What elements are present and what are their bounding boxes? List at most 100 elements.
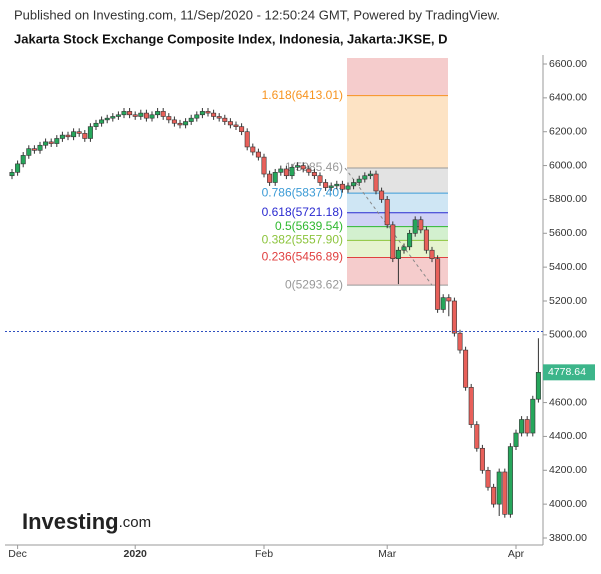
candle-body (513, 432, 519, 447)
fib-band (347, 193, 448, 213)
candle-body (362, 175, 368, 180)
candle-body (121, 111, 127, 116)
candle-body (48, 141, 54, 144)
candle-body (199, 111, 205, 116)
candle-body (390, 224, 396, 259)
candle-body (149, 114, 155, 119)
candle-body (99, 119, 105, 124)
candle-body (474, 424, 480, 449)
fib-label: 0.618(5721.18) (262, 205, 343, 219)
candle-body (311, 172, 317, 177)
y-tick-label: 5200.00 (549, 295, 587, 307)
candle-body (132, 114, 138, 117)
candle-body (194, 114, 200, 119)
y-tick-label: 6600.00 (549, 58, 587, 70)
y-tick-label: 5800.00 (549, 193, 587, 205)
candle-body (530, 398, 536, 434)
candle-body (261, 156, 267, 175)
fib-band (347, 240, 448, 258)
fib-band (347, 212, 448, 227)
fib-label: 0.236(5456.89) (262, 250, 343, 264)
candle-body (491, 486, 497, 505)
candle-body (519, 419, 525, 434)
y-tick-label: 6400.00 (549, 92, 587, 104)
candle-body (379, 190, 385, 200)
y-tick-label: 6000.00 (549, 159, 587, 171)
candle-body (250, 146, 256, 153)
candle-body (373, 173, 379, 192)
candle-body (239, 126, 245, 133)
fib-band (347, 168, 448, 194)
candle-body (138, 112, 144, 117)
y-tick-label: 4600.00 (549, 396, 587, 408)
candle-body (244, 131, 250, 148)
candle-body (457, 332, 463, 351)
candle-body (104, 117, 110, 121)
candle-body (418, 219, 424, 231)
candle-body (300, 165, 306, 170)
candle-body (328, 185, 334, 188)
candle-body (507, 446, 513, 515)
candle-body (37, 144, 43, 151)
candle-body (188, 117, 194, 122)
y-tick-label: 5600.00 (549, 227, 587, 239)
candle-body (227, 121, 233, 126)
candle-body (283, 168, 289, 177)
fib-trend (344, 167, 433, 286)
candle-body (9, 172, 15, 177)
candle-body (535, 372, 541, 400)
candle-body (367, 173, 373, 177)
candle-body (222, 117, 228, 122)
candle-body (177, 122, 183, 126)
candle-body (115, 114, 121, 117)
candle-body (233, 124, 239, 127)
candle-body (440, 297, 446, 310)
candle-body (76, 131, 82, 134)
y-tick-label: 4400.00 (549, 430, 587, 442)
candle-body (412, 219, 418, 234)
candle-body (468, 387, 474, 425)
y-tick-label: 3800.00 (549, 532, 587, 544)
fib-band (347, 257, 448, 286)
candle-body (339, 183, 345, 190)
logo-main: Investing (22, 509, 119, 534)
x-tick-label: Feb (255, 548, 273, 560)
candle-body (155, 111, 161, 116)
candle-body (295, 165, 301, 168)
fib-label: 0.382(5557.90) (262, 233, 343, 247)
candle-body (278, 168, 284, 173)
candle-body (71, 131, 77, 138)
candle-body (272, 172, 278, 183)
candle-body (211, 112, 217, 117)
fib-label: 1.618(6413.01) (262, 88, 343, 102)
fib-label: 1(5985.46) (285, 160, 343, 174)
fib-label: 0.5(5639.54) (275, 219, 343, 233)
x-tick-label: Apr (508, 548, 525, 560)
published: Published on Investing.com, 11/Sep/2020 … (14, 7, 500, 22)
fib-band (347, 95, 448, 169)
fib-label: 0.786(5837.40) (262, 185, 343, 199)
y-tick-label: 5000.00 (549, 329, 587, 341)
candle-body (166, 116, 172, 121)
candle-body (43, 141, 49, 146)
logo: Investing.com (22, 509, 151, 534)
candle-body (451, 300, 457, 334)
candle-body (323, 182, 329, 188)
candle-body (110, 116, 116, 119)
candle-body (171, 119, 177, 124)
candle-body (143, 112, 149, 119)
fib-band (347, 226, 448, 241)
candle-body (59, 134, 65, 139)
candle-body (317, 175, 323, 183)
candle-body (496, 471, 502, 505)
candle-body (384, 199, 390, 226)
candle-body (289, 166, 295, 177)
last-price-tag (543, 364, 595, 381)
candle-body (20, 155, 26, 165)
candle-body (31, 148, 37, 151)
candle-body (356, 178, 362, 183)
logo-suffix: .com (119, 514, 152, 531)
candle-body (205, 111, 211, 114)
x-tick-label: Dec (8, 548, 27, 560)
